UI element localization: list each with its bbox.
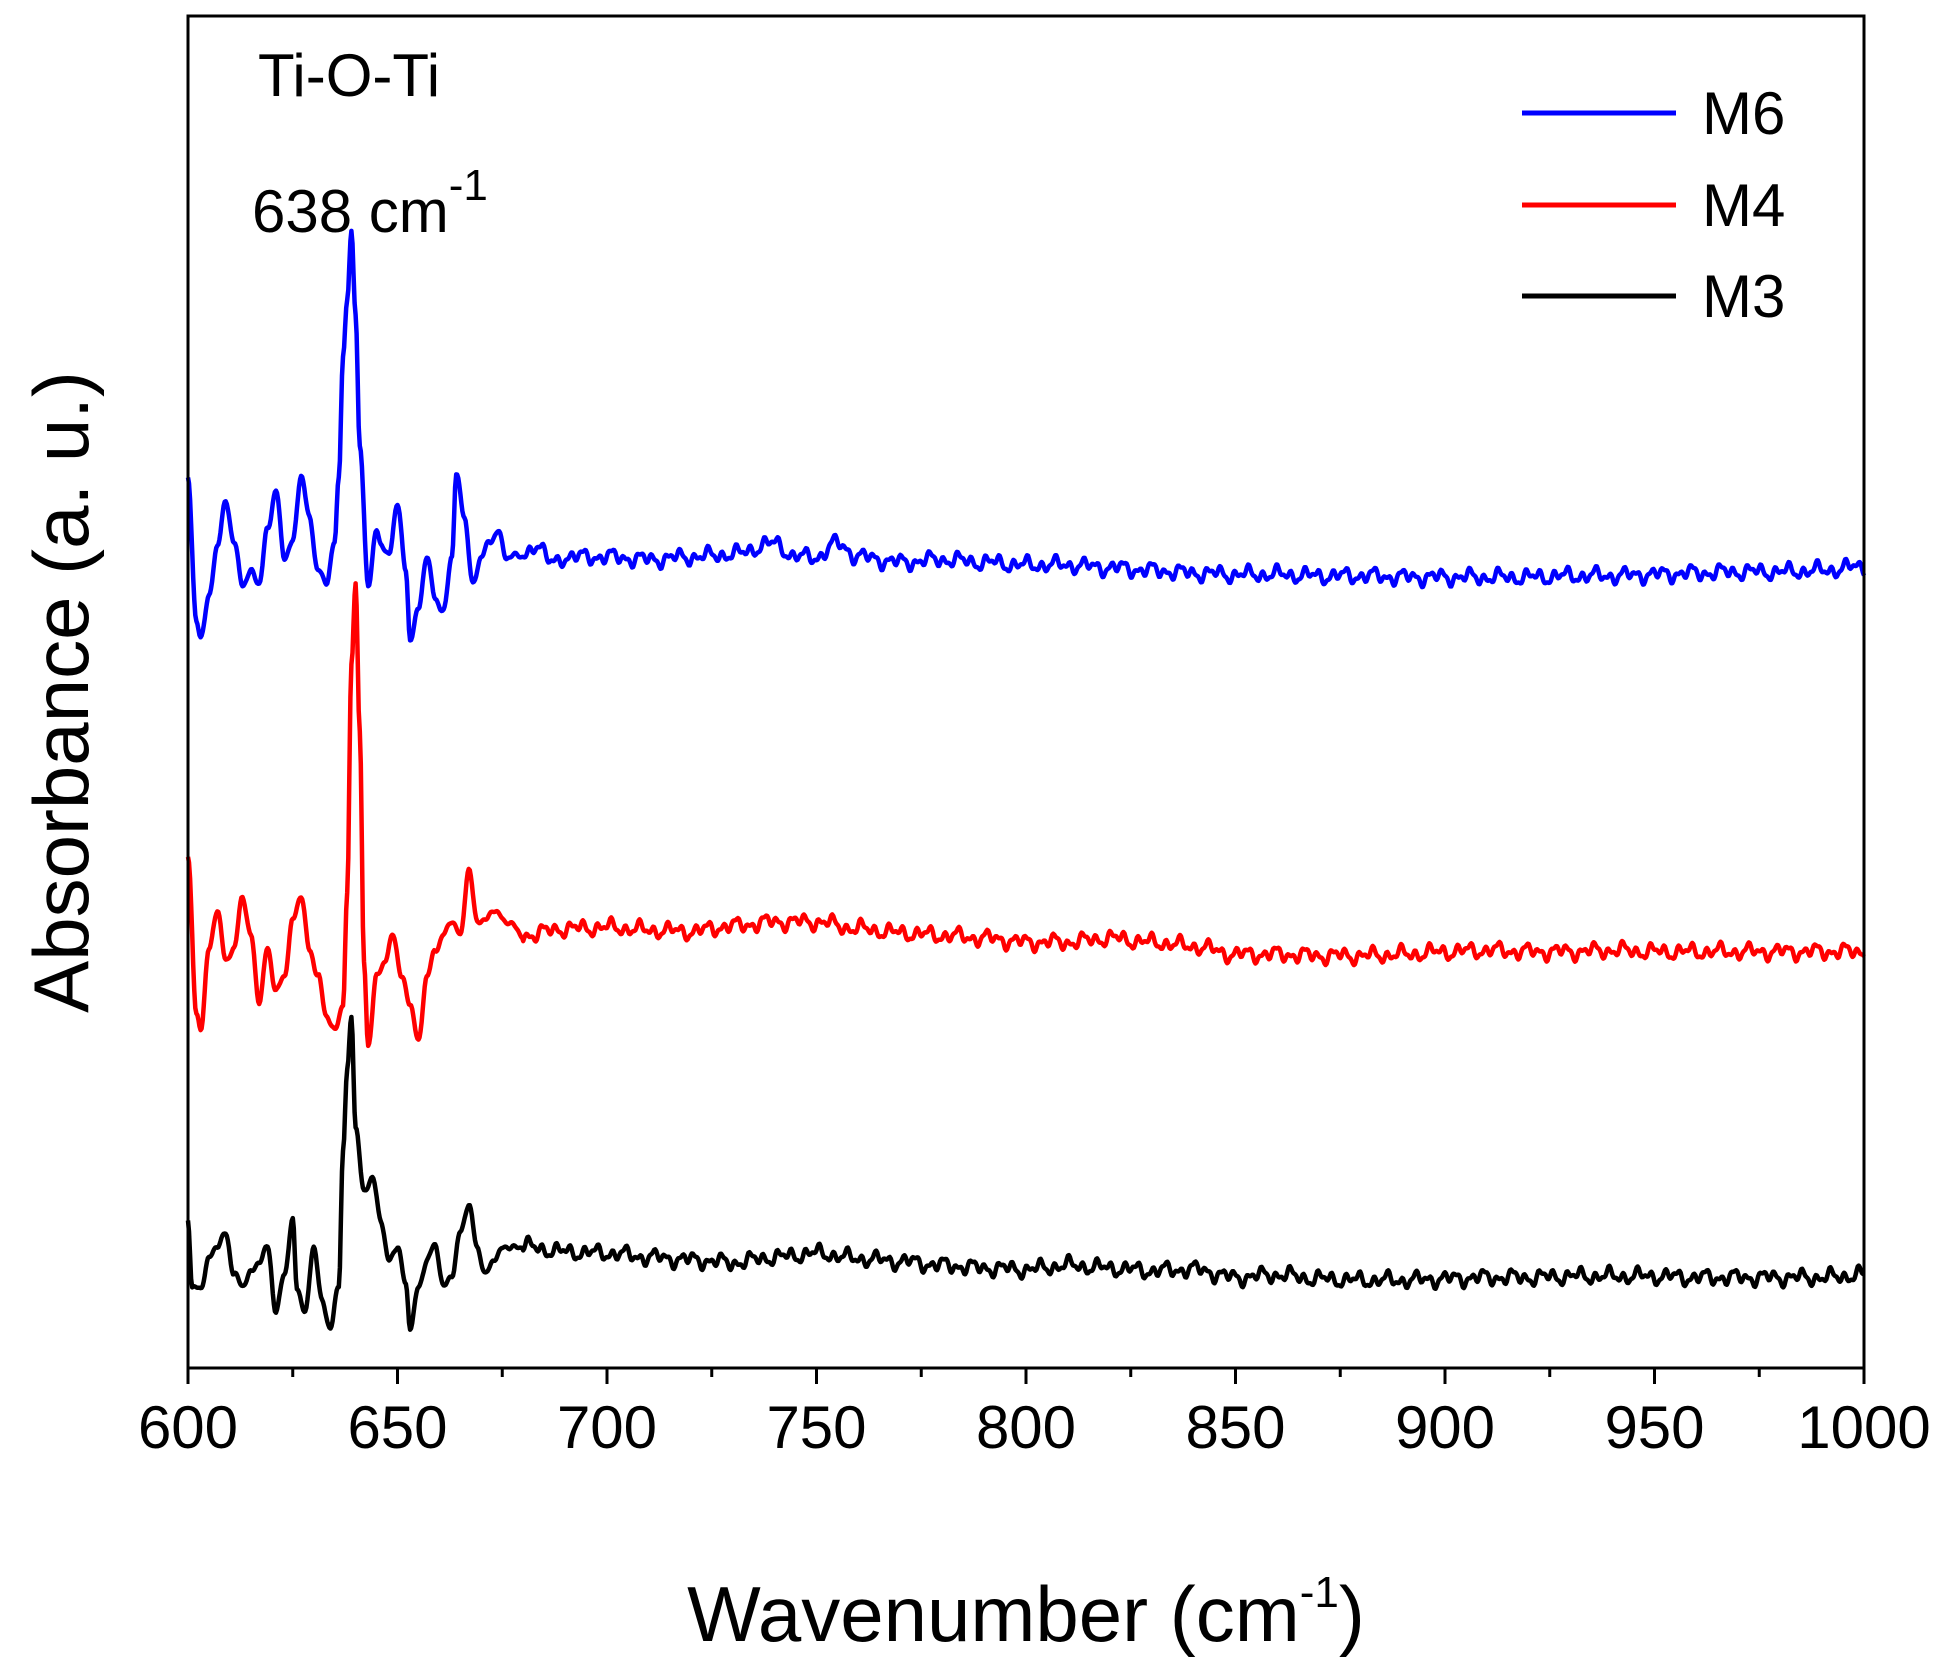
x-axis-title-main: Wavenumber (cm — [687, 1570, 1300, 1658]
x-axis-title-sup: -1 — [1300, 1568, 1339, 1617]
x-tick-label-900: 900 — [1395, 1394, 1495, 1461]
x-tick-label-750: 750 — [766, 1394, 866, 1461]
legend-label-m6: M6 — [1702, 80, 1785, 147]
x-axis-ticks: 600 650 700 750 800 850 900 950 1000 — [138, 1368, 1931, 1461]
series-layer — [185, 228, 1867, 1332]
x-tick-label-650: 650 — [347, 1394, 447, 1461]
x-tick-label-600: 600 — [138, 1394, 238, 1461]
series-line-m4 — [185, 581, 1866, 1049]
peak-annotation-sup: -1 — [449, 161, 488, 210]
peak-annotation-line2: 638 cm-1 — [252, 161, 488, 245]
x-tick-label-700: 700 — [557, 1394, 657, 1461]
series-line-m3 — [185, 1014, 1866, 1332]
legend-label-m3: M3 — [1702, 263, 1785, 330]
x-tick-label-850: 850 — [1185, 1394, 1285, 1461]
series-line-m6 — [185, 228, 1867, 643]
legend-label-m4: M4 — [1702, 172, 1785, 239]
legend: M6 M4 M3 — [1522, 80, 1785, 330]
y-axis-title: Absorbance (a. u.) — [17, 371, 105, 1013]
x-axis-title-close: ) — [1339, 1570, 1365, 1658]
peak-annotation-value: 638 cm — [252, 178, 449, 245]
x-axis-title: Wavenumber (cm-1) — [687, 1568, 1365, 1658]
peak-annotation-line1: Ti-O-Ti — [258, 42, 440, 109]
x-tick-label-800: 800 — [976, 1394, 1076, 1461]
x-tick-label-1000: 1000 — [1797, 1394, 1930, 1461]
x-tick-label-950: 950 — [1604, 1394, 1704, 1461]
